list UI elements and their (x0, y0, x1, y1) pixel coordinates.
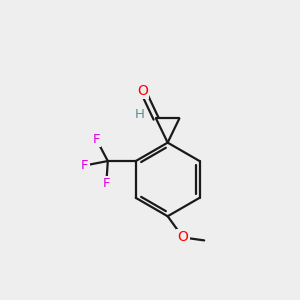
Text: O: O (137, 83, 148, 98)
Text: F: F (81, 159, 88, 172)
Text: F: F (93, 133, 100, 146)
Text: O: O (178, 230, 188, 244)
Text: H: H (135, 109, 145, 122)
Text: F: F (103, 177, 110, 190)
